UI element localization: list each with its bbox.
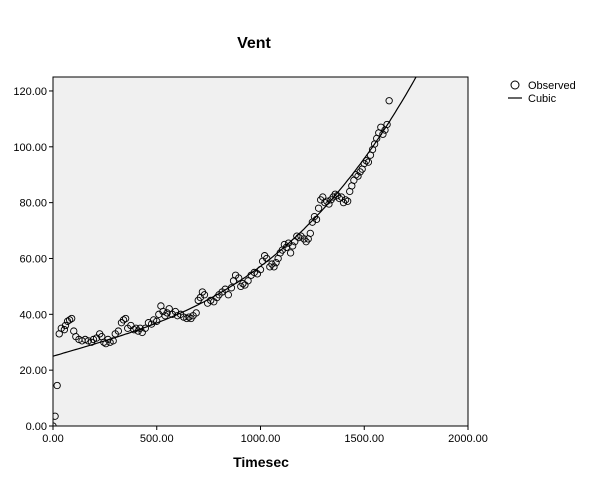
y-tick-label: 100.00 <box>13 142 47 154</box>
y-tick-label: 80.00 <box>19 198 47 210</box>
observed-point <box>119 316 128 324</box>
observed-point <box>244 277 252 285</box>
observed-point <box>153 317 161 325</box>
observed-point <box>343 197 352 205</box>
x-axis: 0.00 500.00 1000.00 1500.00 2000.00 <box>42 426 488 445</box>
observed-point <box>165 305 173 313</box>
observed-point <box>200 291 209 299</box>
observed-point <box>379 130 387 138</box>
chart-title: Vent <box>237 35 271 52</box>
legend-cubic-label: Cubic <box>528 93 557 105</box>
observed-point <box>295 233 303 242</box>
legend-observed-label: Observed <box>528 80 576 92</box>
y-tick-label: 120.00 <box>13 86 47 98</box>
observed-point <box>61 321 70 330</box>
observed-point <box>68 314 76 323</box>
observed-point <box>192 309 200 317</box>
observed-point <box>60 326 69 334</box>
observed-point <box>289 242 297 250</box>
observed-point <box>306 229 314 238</box>
observed-point <box>159 307 167 316</box>
x-tick-label: 500.00 <box>140 433 174 445</box>
observed-point <box>53 381 61 390</box>
observed-point <box>65 316 74 324</box>
observed-point <box>224 291 232 299</box>
observed-point <box>185 313 193 321</box>
observed-point <box>263 254 271 263</box>
observed-point <box>114 327 123 335</box>
observed-point <box>141 324 149 332</box>
observed-point <box>53 422 57 426</box>
observed-point <box>293 232 301 240</box>
x-axis-title: Timesec <box>233 454 289 470</box>
x-tick-label: 1500.00 <box>344 433 384 445</box>
observed-point <box>325 200 333 208</box>
observed-point <box>183 314 191 323</box>
x-tick-label: 0.00 <box>42 433 63 445</box>
observed-point <box>136 324 144 332</box>
observed-point <box>109 337 117 345</box>
observed-point <box>312 215 321 224</box>
observed-point <box>286 249 295 257</box>
observed-points <box>53 97 393 426</box>
y-tick-label: 60.00 <box>19 253 47 265</box>
observed-point <box>341 196 350 204</box>
observed-point <box>53 412 59 420</box>
y-axis: 0.00 20.00 40.00 60.00 80.00 100.00 120.00 <box>13 86 53 433</box>
observed-point <box>362 157 370 165</box>
observed-point <box>321 198 329 207</box>
observed-point <box>121 314 130 323</box>
y-tick-label: 20.00 <box>19 365 47 377</box>
x-tick-label: 1000.00 <box>241 433 281 445</box>
observed-point <box>331 190 339 198</box>
observed-point <box>383 120 391 129</box>
observed-point <box>256 265 265 274</box>
y-tick-label: 0.00 <box>26 421 47 433</box>
y-tick-label: 40.00 <box>19 309 47 321</box>
observed-point <box>354 172 362 180</box>
observed-point <box>102 339 110 348</box>
legend: Observed Cubic <box>508 80 576 105</box>
observed-point <box>314 204 323 212</box>
observed-point <box>272 259 280 267</box>
observed-point <box>270 263 278 271</box>
observed-point <box>364 158 373 166</box>
plot-area <box>52 76 469 427</box>
legend-observed-marker <box>510 80 520 90</box>
x-tick-label: 2000.00 <box>448 433 488 445</box>
observed-point <box>385 97 393 105</box>
observed-point <box>227 284 236 292</box>
observed-point <box>235 274 243 282</box>
observed-point <box>163 309 171 317</box>
